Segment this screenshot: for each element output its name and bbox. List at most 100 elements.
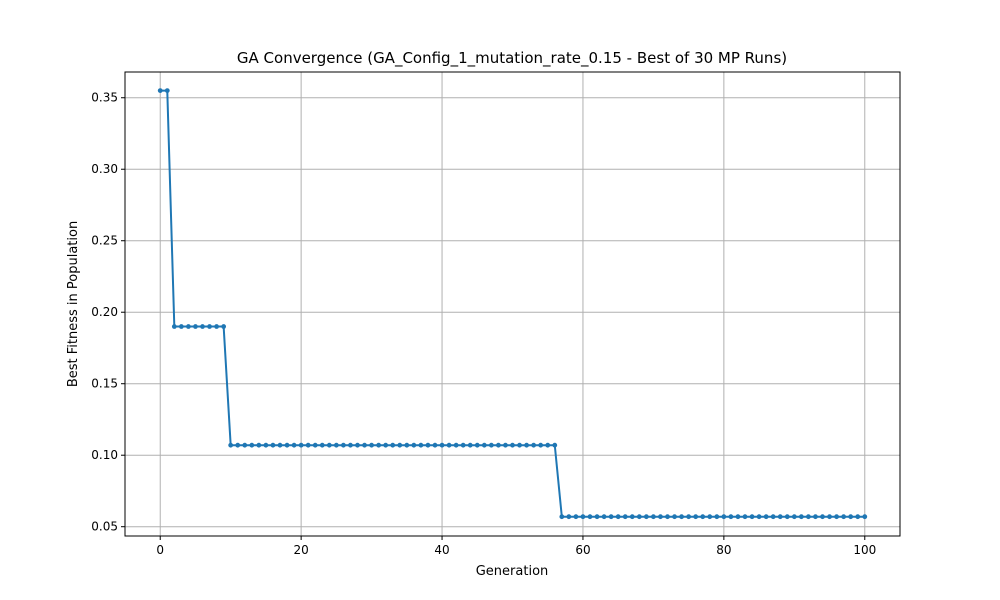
data-point [277,442,283,448]
y-tick-label: 0.05 [91,520,118,534]
data-point [200,324,205,329]
data-point [193,324,198,329]
y-axis-label: Best Fitness in Population [66,221,81,387]
data-point [714,514,720,520]
grid-lines [125,72,900,536]
data-point [855,514,861,520]
data-point [390,442,396,448]
data-point [348,442,353,448]
data-point [749,514,755,520]
data-point [594,514,600,520]
data-point [770,514,776,520]
x-tick-label: 60 [575,543,590,557]
data-point [798,514,804,520]
data-point [686,514,692,520]
data-point [573,514,579,520]
data-point [777,514,783,520]
x-tick-label: 0 [156,543,164,557]
y-tick-label: 0.25 [91,234,118,248]
y-tick-label: 0.30 [91,162,118,176]
fitness-series [157,88,868,520]
data-point [693,514,699,520]
data-point [453,442,459,448]
x-axis-label: Generation [476,564,549,579]
data-point [319,442,325,448]
data-point [355,442,360,448]
data-point [742,514,748,520]
data-point [636,514,642,520]
y-tick-label: 0.15 [91,377,118,391]
data-point [510,442,515,448]
data-point [326,442,332,448]
data-point [242,442,248,448]
data-point [164,88,170,93]
chart-title: GA Convergence (GA_Config_1_mutation_rat… [237,49,787,68]
data-point [481,442,487,448]
y-tick-label: 0.20 [91,305,118,319]
data-point [186,324,191,329]
data-point [580,514,586,520]
data-point [784,514,790,520]
data-point [848,514,854,520]
data-point [333,442,339,448]
data-point [298,442,304,448]
data-point [566,514,572,520]
y-tick-label: 0.10 [91,448,118,462]
data-point [411,442,417,448]
data-point [312,442,318,448]
data-point [707,514,713,520]
data-point [651,514,656,520]
data-point [263,442,269,448]
data-point [305,442,311,448]
data-point [735,514,741,520]
data-point [658,514,663,520]
data-point [362,442,367,448]
data-point [538,442,544,448]
data-point [813,514,818,520]
data-point [531,442,537,448]
data-point [806,514,811,520]
data-point [552,442,558,448]
x-tick-label: 40 [434,543,449,557]
data-point [517,442,522,448]
data-point [728,514,734,520]
data-point [376,442,382,448]
data-point [256,442,262,448]
data-point [587,514,593,520]
data-point [524,442,529,448]
data-point [827,514,832,520]
data-point [404,442,410,448]
data-point [474,442,480,448]
data-point [672,514,677,520]
data-point [862,514,868,520]
data-point [665,514,670,520]
data-point [820,514,825,520]
data-point [446,442,452,448]
data-point [397,442,403,448]
data-point [496,442,501,448]
data-point [601,514,607,520]
data-point [284,442,290,448]
data-point [228,442,234,448]
data-point [291,442,297,448]
data-point [629,514,635,520]
data-point [700,514,706,520]
data-point [545,442,551,448]
plot-area [125,72,900,536]
data-point [503,442,508,448]
y-tick-label: 0.35 [91,91,118,105]
data-point [763,514,769,520]
data-point [834,514,839,520]
x-tick-label: 20 [293,543,308,557]
data-point [841,514,847,520]
data-point [383,442,389,448]
x-tick-label: 80 [716,543,731,557]
data-point [679,514,684,520]
y-axis-ticks: 0.05 0.10 0.15 0.20 0.25 0.30 0.35 [91,91,125,534]
data-point [460,442,466,448]
data-point [418,442,424,448]
plot-frame [124,71,901,537]
data-point [341,442,346,448]
data-point [207,324,212,329]
